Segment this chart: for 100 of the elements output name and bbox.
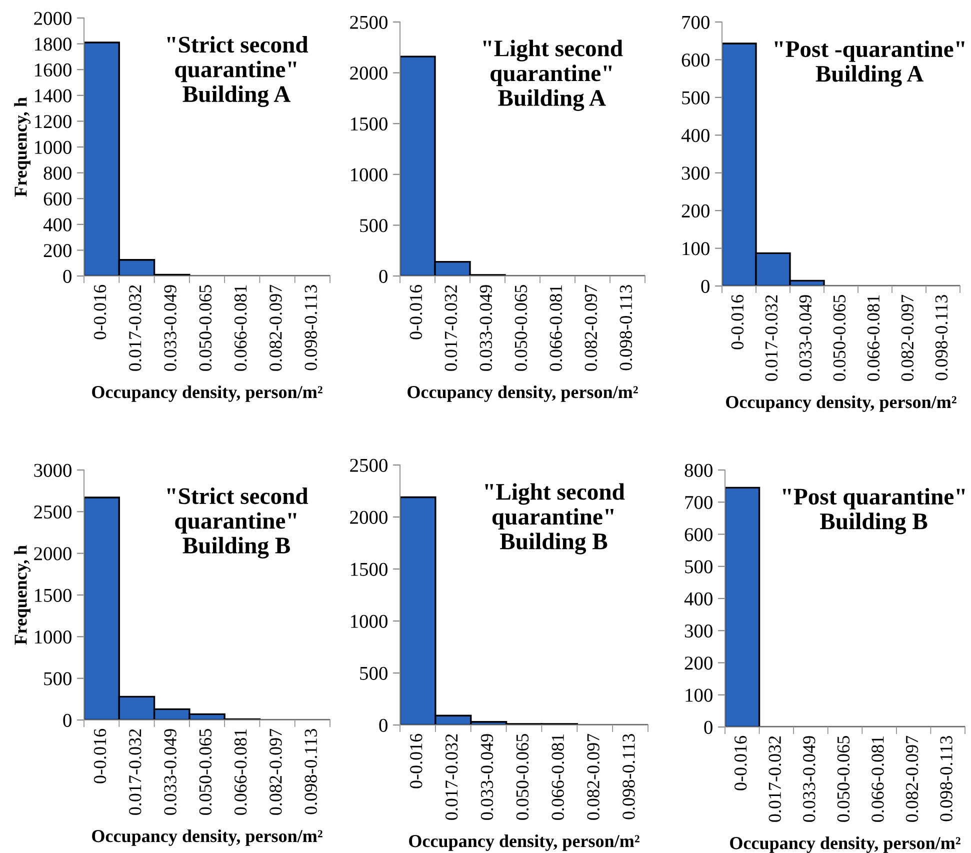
text: "Light second quarantine" Building A	[483, 40, 623, 111]
y-tick-label: 2500	[350, 16, 388, 29]
y-tick-label: 500	[44, 672, 72, 686]
x-tick-label: 0.050-0.065	[199, 285, 212, 371]
y-tick-label: 0	[63, 270, 72, 283]
y-tick-label: 400	[43, 218, 72, 232]
x-axis-title: Occupancy density, person/m²	[730, 836, 960, 853]
x-tick-label: 0.017-0.032	[444, 285, 458, 371]
x-tick-label: 0.033-0.049	[799, 295, 812, 381]
y-tick-label: 300	[682, 166, 710, 180]
y-tick-label: 2000	[34, 12, 72, 25]
y-tick-label: 0	[379, 270, 388, 283]
y-tick-label: 100	[686, 688, 712, 702]
x-tick-label: 0.033-0.049	[480, 734, 494, 820]
y-tick-label: 800	[684, 464, 712, 477]
y-tick-label: 0	[704, 720, 712, 734]
x-tick-label: 0.050-0.065	[199, 729, 212, 815]
y-tick-label: 1000	[35, 630, 72, 644]
y-tick-label: 1000	[35, 140, 72, 154]
x-tick-label: 0.017-0.032	[129, 285, 142, 371]
x-tick-label: 0.098-0.113	[304, 729, 318, 814]
x-axis-title: Occupancy density, person/m²	[409, 834, 640, 851]
x-tick-label: 0.082-0.097	[270, 728, 282, 815]
y-tick-label: 1500	[35, 588, 72, 602]
x-tick-label: 0.066-0.081	[234, 729, 247, 815]
x-tick-label: 0.098-0.113	[304, 285, 318, 370]
x-tick-label: 0.033-0.049	[164, 729, 176, 815]
y-tick-label: 500	[360, 666, 388, 680]
x-tick-label: 0.082-0.097	[270, 284, 282, 371]
y-axis-title: Frequency, h	[14, 545, 31, 645]
text: "Post -quarantine" Building A	[774, 40, 964, 87]
y-tick-label: 100	[682, 242, 710, 256]
y-tick-label: 600	[44, 192, 72, 206]
y-tick-label: 500	[682, 91, 710, 104]
y-tick-label: 2500	[34, 505, 72, 519]
y-tick-label: 2500	[350, 458, 388, 472]
x-tick-label: 0.066-0.081	[552, 734, 564, 820]
x-tick-label: 0.050-0.065	[516, 734, 529, 820]
y-tick-label: 0	[379, 718, 388, 732]
y-tick-label: 3000	[34, 464, 72, 477]
x-tick-label: 0.098-0.113	[622, 734, 635, 820]
text: "Light second quarantine" Building B	[485, 483, 625, 554]
y-tick-label: 400	[681, 128, 710, 142]
x-tick-label: 0.098-0.113	[620, 285, 632, 370]
x-tick-label: 0.066-0.081	[867, 295, 880, 381]
x-tick-label: 0.098-0.113	[940, 736, 952, 822]
x-tick-label: 0-0.016	[734, 736, 747, 790]
y-tick-label: 1400	[35, 89, 72, 102]
y-tick-label: 500	[360, 219, 388, 232]
y-tick-label: 1500	[351, 117, 388, 131]
y-tick-label: 200	[682, 204, 710, 218]
x-tick-label: 0.082-0.097	[587, 734, 600, 820]
x-tick-label: 0.098-0.113	[935, 295, 948, 380]
x-tick-label: 0.066-0.081	[234, 285, 247, 371]
x-tick-label: 0-0.016	[731, 294, 744, 350]
x-tick-label: 0.050-0.065	[514, 285, 528, 371]
x-tick-label: 0.082-0.097	[584, 284, 598, 371]
y-tick-label: 300	[684, 624, 712, 638]
y-tick-label: 1200	[35, 115, 72, 128]
y-tick-label: 700	[685, 496, 712, 510]
text: "Post quarantine" Building B	[782, 488, 965, 534]
y-tick-label: 2000	[350, 66, 388, 80]
x-tick-label: 0.082-0.097	[901, 294, 914, 381]
y-tick-label: 2000	[34, 547, 72, 560]
x-axis-title: Occupancy density, person/m²	[408, 385, 638, 402]
y-tick-label: 2000	[350, 510, 388, 524]
y-tick-label: 1800	[35, 38, 72, 51]
y-tick-label: 1500	[351, 562, 388, 576]
x-tick-label: 0-0.016	[410, 284, 422, 340]
y-tick-label: 600	[682, 54, 710, 67]
x-tick-label: 0-0.016	[94, 284, 106, 340]
y-tick-label: 0	[701, 280, 710, 293]
x-tick-label: 0.066-0.081	[550, 285, 562, 371]
y-tick-label: 200	[44, 244, 72, 258]
x-tick-label: 0.082-0.097	[906, 736, 918, 822]
x-tick-label: 0.017-0.032	[768, 736, 782, 822]
x-axis-title: Occupancy density, person/m²	[726, 395, 956, 412]
x-tick-label: 0.066-0.081	[872, 736, 884, 822]
x-tick-label: 0.017-0.032	[129, 729, 142, 815]
x-tick-label: 0.050-0.065	[833, 295, 846, 381]
y-tick-label: 200	[684, 656, 712, 670]
x-tick-label: 0-0.016	[410, 734, 422, 788]
x-tick-label: 0.033-0.049	[803, 736, 816, 822]
x-axis-title: Occupancy density, person/m²	[92, 385, 322, 402]
y-tick-label: 400	[684, 592, 712, 606]
x-tick-label: 0.017-0.032	[765, 295, 778, 381]
y-tick-label: 500	[685, 560, 712, 574]
text: "Strict second quarantine" Building A	[167, 36, 308, 108]
x-axis-title: Occupancy density, person/m²	[92, 829, 322, 846]
x-tick-label: 0-0.016	[94, 728, 106, 784]
y-tick-label: 1600	[35, 63, 72, 77]
y-tick-label: 600	[684, 528, 712, 542]
y-tick-label: 0	[63, 714, 72, 727]
y-tick-label: 700	[682, 16, 710, 29]
x-tick-label: 0.050-0.065	[837, 736, 850, 822]
y-tick-label: 800	[44, 166, 72, 180]
y-axis-title: Frequency, h	[14, 97, 31, 197]
x-tick-label: 0.017-0.032	[445, 734, 458, 820]
text: "Strict second quarantine" Building B	[167, 488, 308, 558]
y-tick-label: 1000	[351, 614, 388, 628]
